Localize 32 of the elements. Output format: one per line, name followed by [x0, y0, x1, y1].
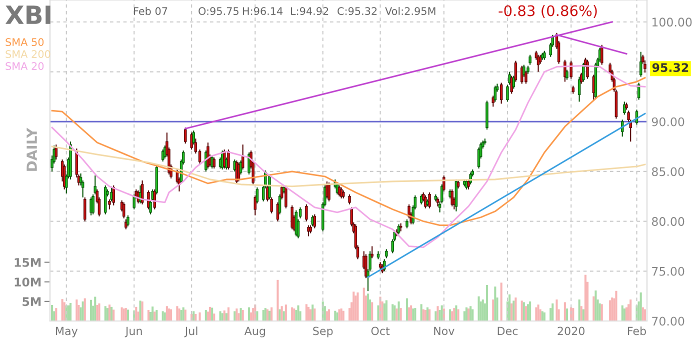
x-tick-label: 2020 [558, 326, 584, 336]
annotation: -0.83 (0.86%) [498, 4, 597, 18]
annotation: Vol:2.95M [385, 6, 436, 16]
x-tick-label: Feb [628, 326, 646, 336]
y2-tick-label: 10M [14, 278, 41, 287]
text: DAILY [26, 128, 37, 171]
annotation: O:95.75 [198, 7, 238, 16]
chart-title: XBI [5, 6, 50, 24]
x-tick-label: May [56, 326, 78, 338]
y-tick-label: 70.00 [652, 316, 684, 326]
x-tick-label: Oct [371, 326, 390, 336]
x-tick-label: Aug [244, 326, 265, 338]
y-tick-label: 90.00 [652, 117, 684, 126]
annotation: H:96.14 [243, 7, 283, 16]
y2-tick-label: 15M [14, 258, 41, 267]
y-tick-label: 75.00 [652, 266, 684, 276]
x-tick-label: Jul [184, 326, 198, 338]
annotation: C:95.32 [338, 7, 377, 16]
y-tick-label: 85.00 [652, 167, 684, 176]
text: 95.32 [652, 63, 688, 72]
text: SMA 50 [6, 38, 44, 46]
x-tick-label: Dec [498, 326, 518, 336]
annotation: Feb 07 [134, 6, 168, 16]
annotation: L:94.92 [291, 7, 328, 16]
y-tick-label: 80.00 [652, 217, 684, 226]
text: SMA 200 [6, 50, 50, 58]
x-tick-label: Jun [124, 326, 142, 338]
y-tick-label: 100.00 [652, 18, 692, 27]
text: SMA 20 [6, 62, 44, 70]
x-tick-label: Sep [313, 326, 333, 338]
y2-tick-label: 5M [22, 297, 41, 306]
x-tick-label: Nov [434, 326, 454, 336]
